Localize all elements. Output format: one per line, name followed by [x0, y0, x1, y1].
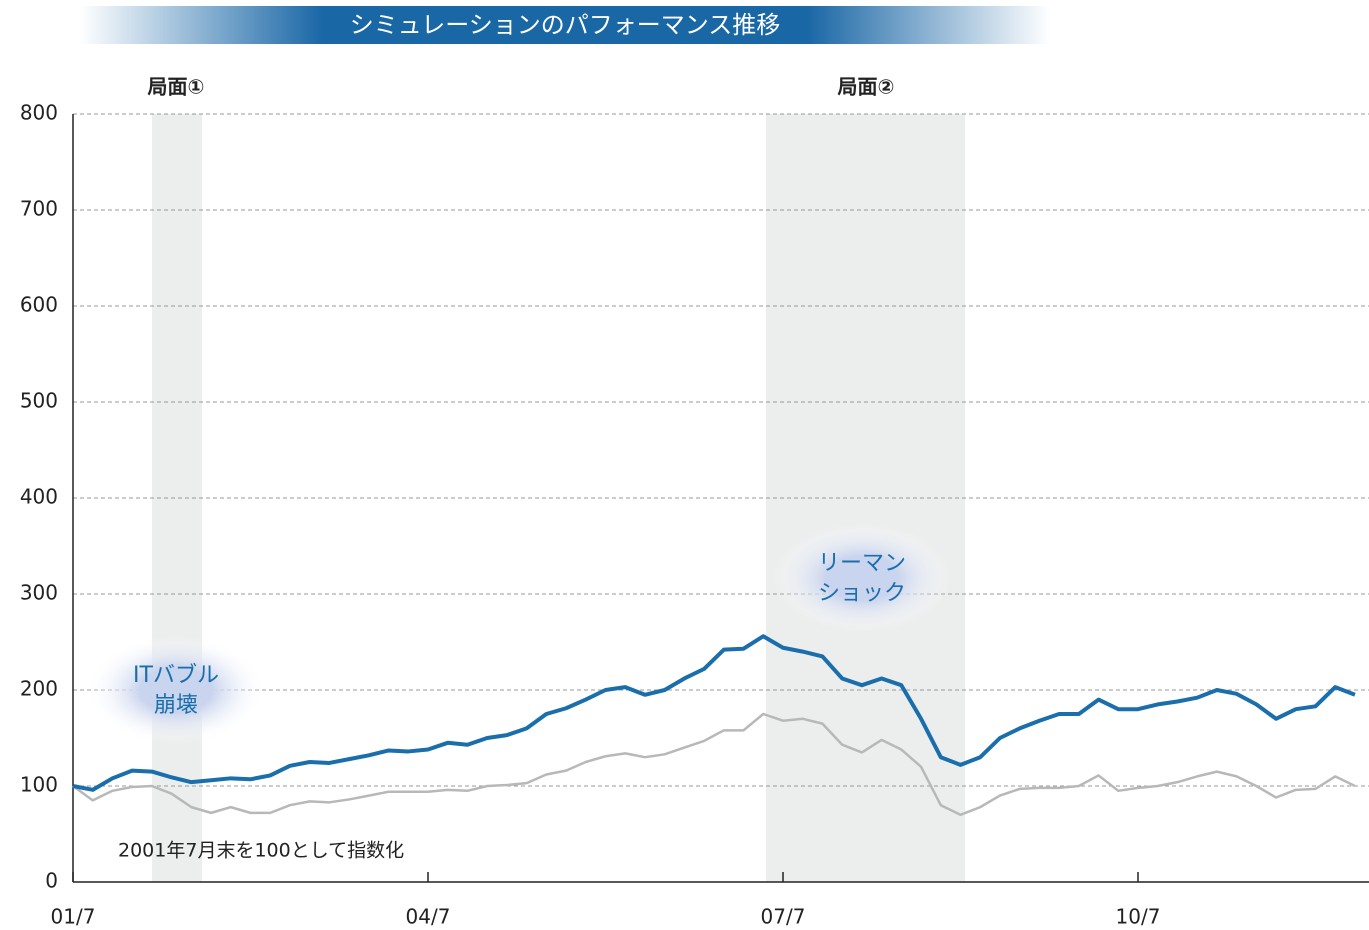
- x-tick-label: 04/7: [406, 905, 451, 929]
- annotation-glow: [86, 635, 266, 745]
- title-banner: [80, 6, 1050, 44]
- annotation: ショック: [818, 581, 906, 606]
- annotation-glow: [772, 523, 952, 633]
- x-tick-label: 10/7: [1116, 905, 1161, 929]
- y-tick-label: 0: [45, 869, 58, 893]
- phase-label: 局面②: [837, 75, 895, 99]
- x-tick-label: 07/7: [761, 905, 806, 929]
- y-tick-label: 200: [20, 677, 58, 701]
- y-tick-label: 700: [20, 197, 58, 221]
- y-tick-label: 100: [20, 773, 58, 797]
- x-tick-label: 01/7: [51, 905, 96, 929]
- series-line: [72, 634, 1356, 792]
- y-tick-label: 400: [20, 485, 58, 509]
- note: 2001年7月末を100として指数化: [118, 840, 404, 862]
- y-tick-label: 500: [20, 389, 58, 413]
- phase-label: 局面①: [147, 75, 205, 99]
- chart-title: シミュレーションのパフォーマンス推移: [350, 11, 781, 39]
- y-tick-label: 300: [20, 581, 58, 605]
- y-tick-label: 600: [20, 293, 58, 317]
- series-line: [72, 712, 1356, 817]
- annotation: ITバブル: [133, 663, 219, 688]
- y-tick-label: 800: [20, 101, 58, 125]
- annotation: 崩壊: [154, 693, 198, 718]
- annotation: リーマン: [818, 551, 906, 576]
